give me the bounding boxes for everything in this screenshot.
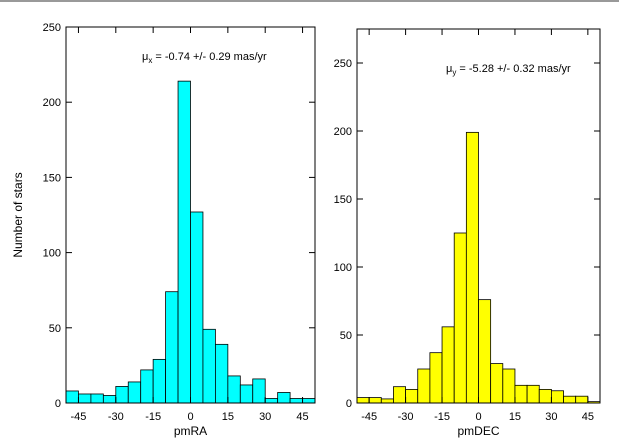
pmra-ytick-label: 100 — [43, 248, 61, 260]
pmra-mean-annotation: μx = -0.74 +/- 0.29 mas/yr — [142, 51, 267, 65]
pmra-bar-4 — [115, 386, 129, 404]
pmra-ytick-label: 0 — [55, 398, 61, 410]
pmra-xtick-label: 45 — [296, 411, 308, 423]
pmra-ytick-label: 150 — [43, 172, 61, 184]
pmra-bar-7 — [152, 358, 166, 404]
pmra-bar-1 — [78, 393, 92, 404]
pmdec-bar-10 — [478, 299, 492, 404]
pmdec-bar-15 — [538, 388, 552, 404]
pmdec-mean-subscript: y — [452, 68, 456, 77]
pmra-bar-0 — [65, 390, 79, 404]
pmdec-bar-8 — [453, 232, 467, 404]
pmra-xtick-label: -45 — [70, 411, 86, 423]
pmdec-xtick-label: -30 — [398, 411, 414, 423]
pmdec-ytick-label: 100 — [334, 262, 352, 274]
pmra-mean-symbol: μ — [142, 51, 148, 63]
pmra-ytick-label: 50 — [49, 323, 61, 335]
pmdec-histogram-panel: 0 50 100 150 200 250 -45 -30 -15 0 15 30 45 μy = -5.… — [334, 28, 601, 438]
pmdec-bar-6 — [429, 352, 443, 404]
pmdec-mean-symbol: μ — [446, 63, 452, 75]
pmdec-xtick-label: 45 — [582, 411, 594, 423]
pmra-histogram-panel: 0 50 100 150 200 250 -45 -30 -15 0 15 30 45 μx = -0.… — [11, 22, 316, 438]
pmra-bar-18 — [289, 398, 303, 404]
pmra-ticks: 0 50 100 150 200 250 -45 -30 -15 0 15 30 45 — [43, 22, 315, 423]
pmdec-xtick-label: 15 — [509, 411, 521, 423]
pmra-bar-3 — [102, 395, 117, 404]
pmdec-bar-1 — [368, 397, 382, 404]
pmdec-bar-2 — [380, 398, 394, 404]
pmdec-bar-3 — [393, 386, 407, 404]
pmdec-bar-11 — [490, 363, 504, 404]
pmra-bar-17 — [277, 392, 291, 404]
pmra-xtick-label: -15 — [145, 411, 161, 423]
pmra-bar-8 — [165, 291, 179, 404]
pmra-bar-5 — [127, 381, 142, 404]
pmra-plot-frame — [65, 26, 316, 404]
pmdec-xtick-label: -45 — [361, 411, 377, 423]
pmdec-xtick-label: 30 — [545, 411, 557, 423]
pmra-bars — [65, 80, 316, 404]
pmdec-bar-5 — [417, 368, 431, 404]
pmdec-bar-17 — [563, 395, 577, 404]
pmra-mean-value: = -0.74 +/- 0.29 mas/yr — [152, 51, 267, 63]
pmdec-mean-value: = -5.28 +/- 0.32 mas/yr — [456, 63, 571, 75]
pmra-bar-11 — [202, 328, 216, 404]
pmra-bar-13 — [227, 375, 241, 404]
pmra-x-axis-label: pmRA — [174, 424, 207, 438]
pmdec-bar-4 — [405, 388, 419, 404]
pmra-ytick-label: 200 — [43, 97, 61, 109]
pmdec-mean-annotation: μy = -5.28 +/- 0.32 mas/yr — [446, 63, 571, 77]
pmdec-bar-14 — [526, 384, 540, 404]
pmdec-bar-18 — [575, 395, 589, 404]
pmdec-ticks: 0 50 100 150 200 250 -45 -30 -15 0 15 30 45 — [334, 29, 600, 423]
pmdec-ytick-label: 50 — [340, 330, 352, 342]
pmdec-bar-16 — [551, 390, 564, 404]
pmdec-ytick-label: 250 — [334, 58, 352, 70]
pmra-y-axis-label: Number of stars — [11, 172, 25, 257]
pmra-xtick-label: 30 — [259, 411, 271, 423]
pmdec-ytick-label: 200 — [334, 126, 352, 138]
pmra-bar-12 — [214, 343, 229, 404]
pmra-xtick-label: 15 — [222, 411, 234, 423]
pmra-bar-10 — [190, 211, 204, 404]
pmra-xtick-label: 0 — [187, 411, 193, 423]
pmdec-xtick-label: 0 — [475, 411, 481, 423]
pmra-bar-19 — [302, 398, 316, 404]
pmra-bar-15 — [252, 378, 266, 404]
pmra-bar-16 — [264, 398, 279, 404]
pmdec-bar-12 — [502, 368, 516, 404]
pmdec-x-axis-label: pmDEC — [457, 424, 499, 438]
pmra-bar-6 — [140, 369, 154, 404]
pmdec-bar-7 — [441, 326, 455, 404]
pmra-bar-14 — [239, 384, 254, 404]
pmdec-ytick-label: 150 — [334, 194, 352, 206]
pmra-bar-9 — [177, 80, 191, 404]
pmra-mean-subscript: x — [148, 56, 152, 65]
pmdec-xtick-label: -15 — [434, 411, 450, 423]
pmdec-ytick-label: 0 — [346, 398, 352, 410]
pmra-xtick-label: -30 — [108, 411, 124, 423]
pmra-bar-2 — [90, 393, 104, 404]
pmdec-bar-0 — [356, 397, 370, 404]
pmdec-bar-9 — [465, 131, 479, 404]
pmdec-plot-frame — [356, 28, 601, 404]
pmdec-bar-13 — [514, 384, 528, 404]
pmra-ytick-label: 250 — [43, 22, 61, 34]
